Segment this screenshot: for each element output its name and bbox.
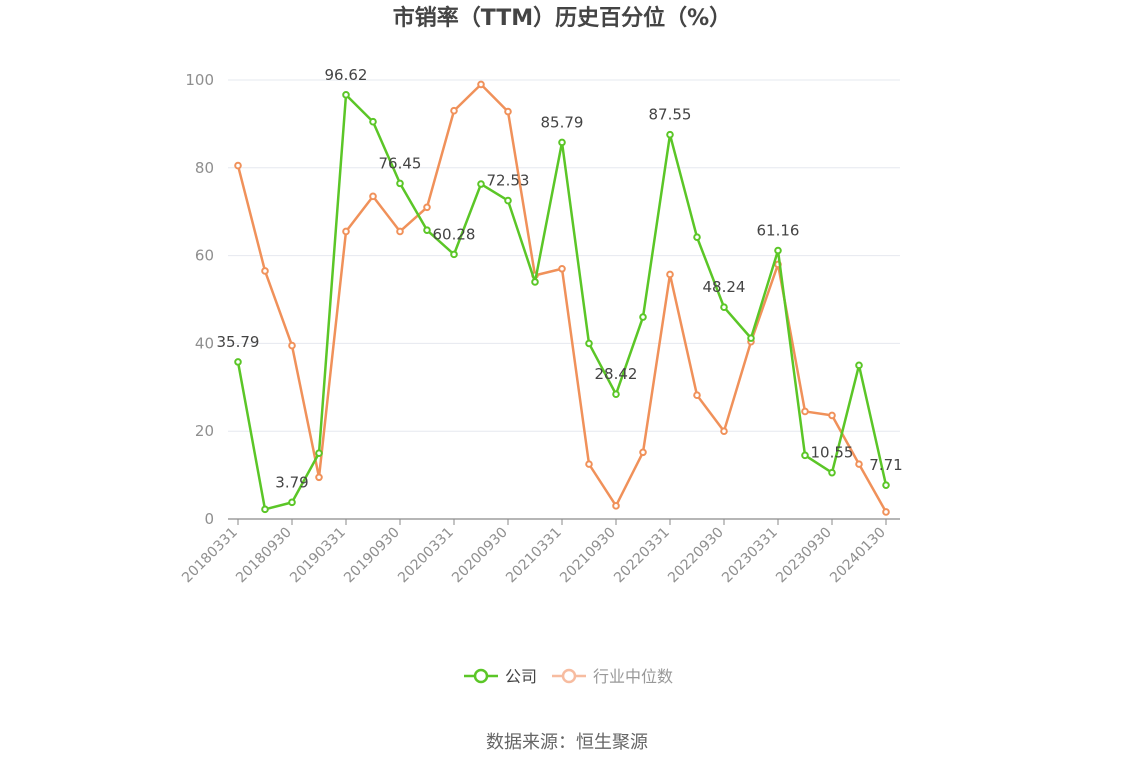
data-label: 72.53 — [487, 172, 530, 190]
y-tick-label: 60 — [195, 247, 214, 265]
data-point-1 — [342, 227, 350, 236]
data-point-0 — [261, 505, 269, 514]
legend-label-1: 行业中位数 — [593, 667, 673, 686]
data-point-0 — [288, 498, 296, 507]
data-point-0 — [450, 250, 458, 259]
data-point-0 — [774, 246, 782, 255]
x-tick-label: 20200331 — [395, 525, 457, 587]
source-text: 数据来源：恒生聚源 — [486, 732, 648, 753]
series-layer — [234, 80, 890, 516]
data-labels: 35.79 3.79 96.62 76.45 60.28 72.53 85.79 28.42 8… — [217, 66, 903, 492]
data-point-1 — [234, 161, 242, 170]
data-point-0 — [315, 449, 323, 457]
data-point-1 — [369, 192, 377, 201]
data-point-1 — [666, 270, 674, 279]
data-point-0 — [666, 130, 674, 139]
data-label: 61.16 — [757, 222, 800, 240]
x-tick-label: 20210331 — [503, 525, 565, 587]
data-label: 87.55 — [649, 106, 692, 124]
y-tick-label: 40 — [195, 334, 214, 352]
data-point-0 — [369, 117, 377, 126]
x-tick-label: 20190331 — [287, 525, 349, 587]
legend-marker-1 — [561, 668, 577, 684]
data-label: 28.42 — [595, 365, 638, 383]
legend: 公司 行业中位数 — [464, 667, 673, 686]
x-tick-label: 20180930 — [233, 525, 295, 587]
data-point-0 — [855, 361, 863, 370]
data-point-0 — [234, 358, 242, 366]
x-tick-label: 20240130 — [827, 525, 889, 587]
data-point-1 — [504, 107, 512, 116]
y-tick-label: 80 — [195, 159, 214, 177]
x-tick-label: 20180331 — [179, 525, 241, 587]
chart-title: 市销率（TTM）历史百分位（%） — [393, 5, 731, 31]
data-point-1 — [261, 267, 269, 275]
x-tick-label: 20220930 — [665, 525, 727, 587]
data-label: 85.79 — [541, 113, 584, 131]
data-point-1 — [288, 341, 296, 350]
series-line-0 — [236, 93, 888, 511]
data-point-1 — [612, 502, 620, 510]
data-label: 7.71 — [869, 456, 902, 474]
data-label: 10.55 — [811, 444, 854, 462]
data-point-0 — [558, 138, 566, 147]
data-point-1 — [315, 473, 323, 482]
data-point-0 — [423, 226, 431, 234]
y-tick-label: 100 — [185, 71, 214, 89]
data-label: 76.45 — [379, 154, 422, 172]
data-point-0 — [342, 91, 350, 99]
legend-label-0: 公司 — [505, 667, 537, 686]
data-point-1 — [450, 106, 458, 115]
data-point-0 — [693, 233, 701, 241]
data-label: 3.79 — [275, 473, 308, 491]
data-point-0 — [882, 481, 890, 489]
data-point-0 — [531, 278, 539, 286]
data-label: 96.62 — [325, 66, 368, 84]
data-label: 60.28 — [433, 225, 476, 243]
x-tick-label: 20230930 — [773, 525, 835, 587]
data-point-0 — [396, 179, 404, 188]
data-point-1 — [423, 203, 431, 212]
data-point-1 — [639, 448, 647, 457]
x-tick-label: 20220331 — [611, 525, 673, 587]
data-point-1 — [477, 80, 485, 89]
data-point-0 — [477, 180, 485, 188]
data-point-0 — [801, 451, 809, 460]
data-point-0 — [585, 339, 593, 348]
data-point-1 — [558, 264, 566, 273]
data-point-1 — [693, 391, 701, 400]
data-point-1 — [585, 460, 593, 468]
data-label: 35.79 — [217, 333, 260, 351]
legend-marker-0 — [473, 668, 489, 684]
data-point-1 — [396, 227, 404, 236]
y-tick-label: 0 — [204, 510, 214, 528]
data-point-1 — [720, 427, 728, 436]
data-point-1 — [855, 460, 863, 468]
x-tick-label: 20200930 — [449, 525, 511, 587]
data-point-0 — [720, 303, 728, 312]
data-point-0 — [639, 313, 647, 321]
y-tick-label: 20 — [195, 422, 214, 440]
data-point-1 — [801, 407, 809, 416]
data-point-0 — [504, 196, 512, 205]
data-point-0 — [828, 468, 836, 477]
data-point-0 — [612, 390, 620, 399]
x-tick-label: 20210930 — [557, 525, 619, 587]
data-point-0 — [747, 334, 755, 342]
data-label: 48.24 — [703, 278, 746, 296]
x-tick-label: 20230331 — [719, 525, 781, 587]
data-point-1 — [828, 411, 836, 420]
data-point-1 — [882, 508, 890, 516]
x-tick-label: 20190930 — [341, 525, 403, 587]
axes: 0 20 40 60 80 100 2018033120180930201903312019… — [179, 71, 900, 586]
